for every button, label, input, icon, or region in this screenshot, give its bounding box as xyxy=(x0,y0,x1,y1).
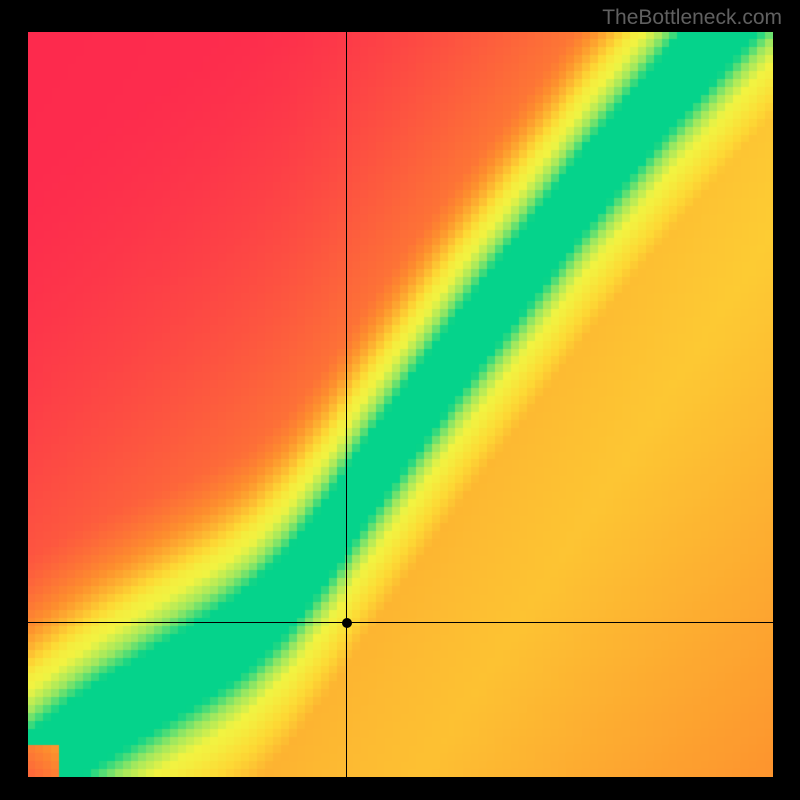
crosshair-vertical xyxy=(346,32,347,777)
chart-container: { "watermark": { "text": "TheBottleneck.… xyxy=(0,0,800,800)
bottleneck-heatmap xyxy=(28,32,773,777)
crosshair-horizontal xyxy=(28,622,773,623)
marker-point xyxy=(342,618,352,628)
watermark-text: TheBottleneck.com xyxy=(602,6,782,30)
